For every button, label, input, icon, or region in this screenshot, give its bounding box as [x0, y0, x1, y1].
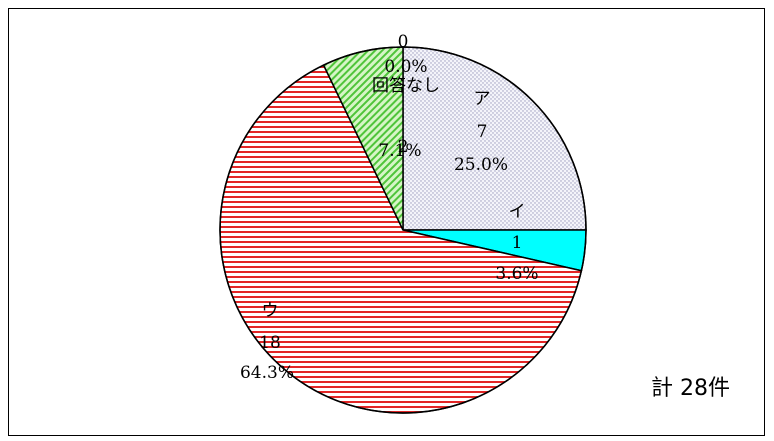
slice-4-count: 0 [398, 32, 409, 52]
slice-0-percent: 25.0% [454, 155, 508, 175]
pie-outline [219, 46, 587, 414]
slice-0-count: 7 [477, 122, 488, 142]
slice-1-label: イ [509, 202, 526, 222]
slice-2-label: ウ [262, 301, 279, 321]
pie-slice-0 [402, 46, 587, 231]
slice-1-percent: 3.6% [495, 264, 538, 284]
slice-3-count: 2 [398, 137, 409, 157]
slice-4-percent: 0.0% [384, 57, 427, 77]
slice-1-count: 1 [512, 233, 523, 253]
slice-2-percent: 64.3% [240, 363, 294, 383]
slice-0-label: ア [474, 89, 491, 109]
slice-3-percent: 7.1% [378, 141, 421, 161]
slice-4-label: 回答なし [372, 76, 440, 96]
total-count: 計 28件 [651, 376, 730, 401]
slice-2-count: 18 [259, 333, 281, 353]
